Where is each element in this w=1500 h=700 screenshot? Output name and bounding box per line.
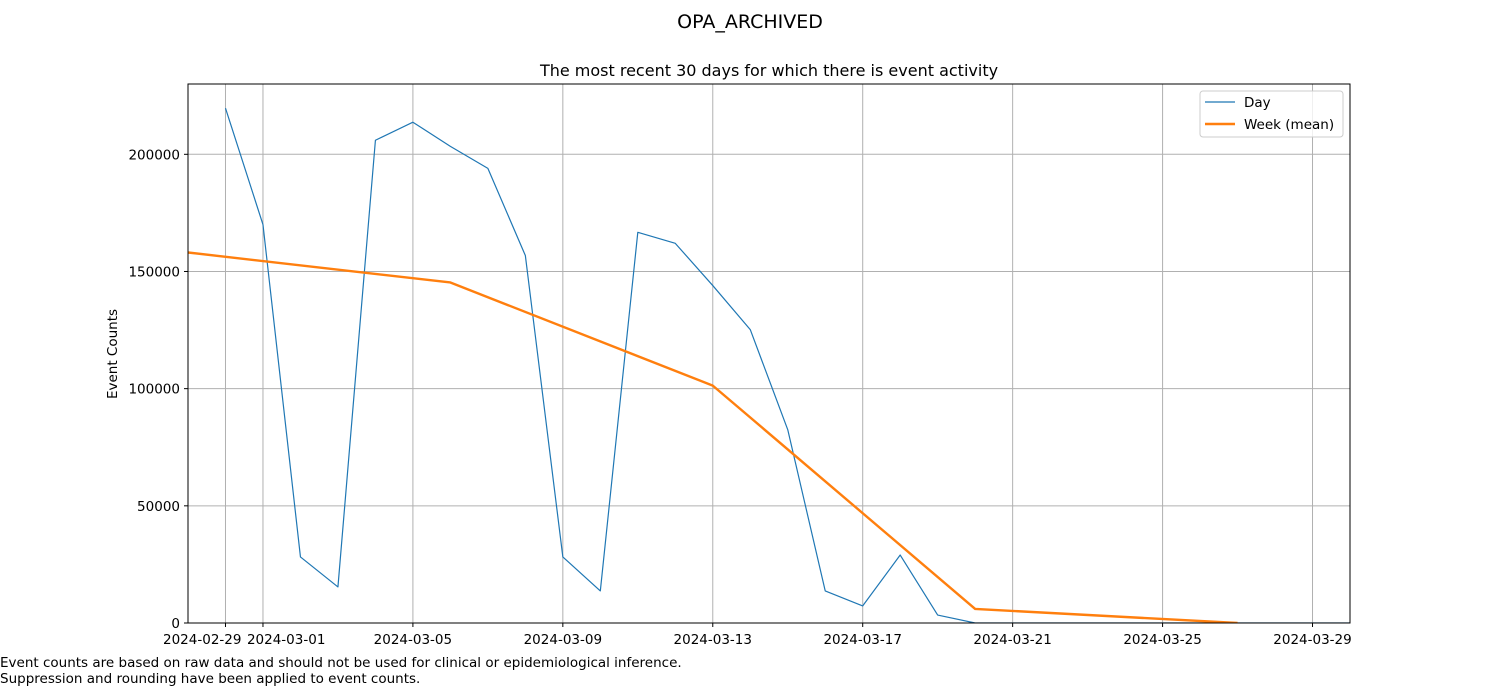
y-tick-label: 50000 — [137, 499, 180, 515]
legend-label-week: Week (mean) — [1244, 117, 1334, 133]
x-tick-label: 2024-03-25 — [1123, 632, 1201, 648]
x-tick-label: 2024-03-17 — [823, 632, 901, 648]
y-tick-label: 100000 — [128, 382, 180, 398]
x-tick-label: 2024-03-05 — [374, 632, 452, 648]
plot-frame — [187, 83, 1351, 624]
x-tick-label: 2024-03-29 — [1273, 632, 1351, 648]
y-axis-label: Event Counts — [105, 309, 121, 399]
y-tick-label: 0 — [171, 616, 180, 632]
chart-title: The most recent 30 days for which there … — [539, 61, 998, 80]
x-tick-label: 2024-02-29 — [163, 632, 241, 648]
legend: Day Week (mean) — [1199, 90, 1344, 138]
x-tick-label: 2024-03-21 — [973, 632, 1051, 648]
footnote-2: Suppression and rounding have been appli… — [0, 671, 421, 687]
x-tick-label: 2024-03-09 — [524, 632, 602, 648]
legend-label-day: Day — [1244, 95, 1271, 111]
series-line-day — [224, 107, 1350, 623]
x-tick-label: 2024-03-01 — [247, 632, 325, 648]
y-tick-label: 150000 — [128, 264, 180, 280]
x-tick-label: 2024-03-13 — [674, 632, 752, 648]
y-tick-label: 200000 — [128, 147, 180, 163]
series-line-week-mean — [188, 251, 1238, 623]
footnote-1: Event counts are based on raw data and s… — [0, 655, 682, 671]
chart-suptitle: OPA_ARCHIVED — [677, 11, 823, 33]
